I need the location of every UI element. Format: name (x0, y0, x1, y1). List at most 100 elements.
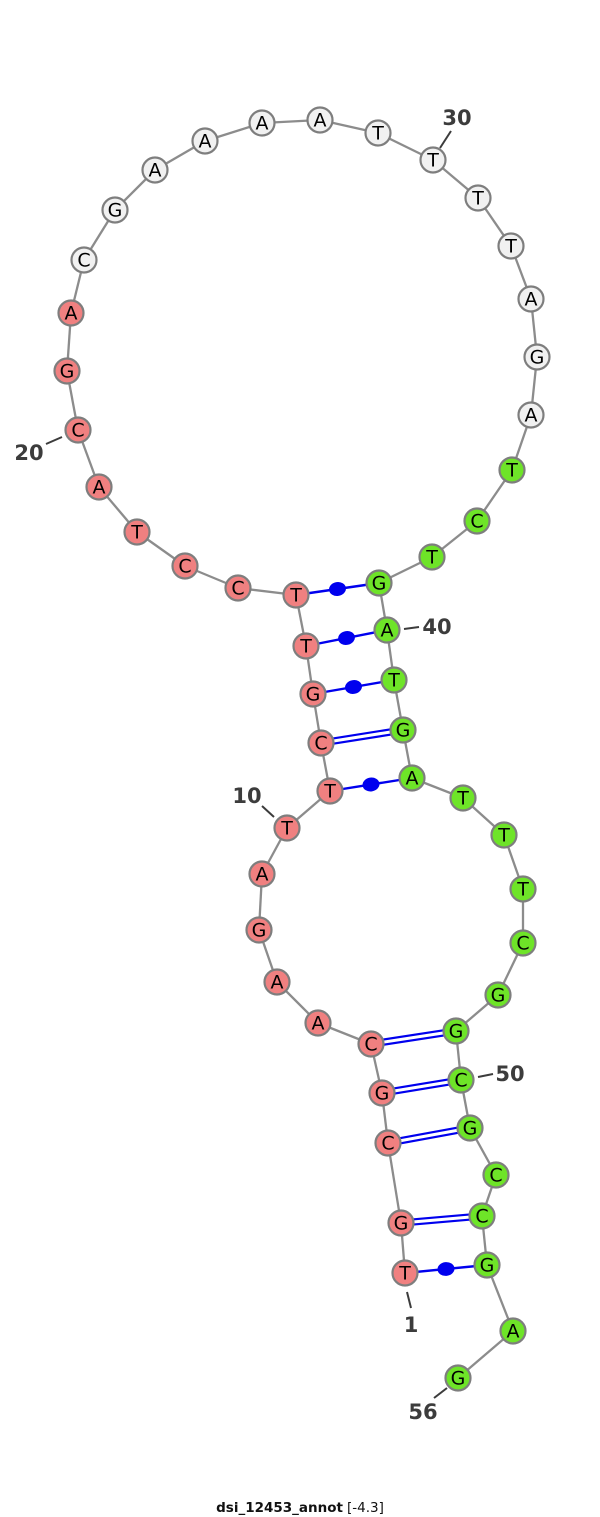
pair-bond-double (388, 1129, 471, 1147)
nucleotide-46-base: T (516, 879, 529, 901)
nucleotide-12-circle (307, 729, 335, 757)
nucleotide-28-base: A (314, 110, 327, 132)
nucleotide-5-base: C (364, 1034, 377, 1056)
nucleotide-11-base: T (323, 781, 336, 803)
nucleotide-24-circle (101, 196, 129, 224)
nucleotide-3-circle (374, 1129, 402, 1157)
position-label-layer: 1 10 20 30 40 50 56 (14, 106, 524, 1424)
nucleotide-20-circle (64, 416, 92, 444)
nucleotide-15-circle (282, 581, 310, 609)
nucleotide-10-circle (273, 814, 301, 842)
nucleotide-56-circle (444, 1364, 472, 1392)
nucleotide-27-base: A (256, 113, 269, 135)
nucleotide-50-base: C (454, 1070, 467, 1092)
nucleotide-56-base: G (451, 1368, 466, 1390)
nucleotide-36-base: T (505, 460, 518, 482)
nucleotide-32-base: T (504, 236, 517, 258)
nucleotide-15-base: T (289, 585, 302, 607)
nucleotide-35-circle (517, 401, 545, 429)
backbone-layer (65, 118, 539, 1379)
nucleotide-35-base: A (525, 405, 538, 427)
nucleotide-29-circle (364, 119, 392, 147)
plot-title-name: dsi_12453_annot (216, 1500, 343, 1516)
position-tick-10 (261, 805, 275, 818)
nucleotide-53-circle (468, 1202, 496, 1230)
nucleotide-33-circle (517, 285, 545, 313)
nucleotide-2-circle (387, 1209, 415, 1237)
nucleotide-9-circle (248, 860, 276, 888)
nucleotide-39-base: G (372, 573, 387, 595)
pair-bond-double (320, 726, 403, 742)
nucleotide-2-base: G (394, 1213, 409, 1235)
nucleotide-6-circle (304, 1009, 332, 1037)
nucleotide-29-base: T (371, 123, 384, 145)
nucleotide-47-base: C (516, 933, 529, 955)
nucleotide-42-base: G (396, 720, 411, 742)
pair-bond-double (321, 731, 404, 747)
pair-bond-dot (329, 582, 346, 596)
nucleotide-40-circle (373, 616, 401, 644)
nucleotide-5-circle (357, 1030, 385, 1058)
nucleotide-21-circle (53, 357, 81, 385)
position-label-30: 30 (442, 106, 471, 130)
nucleotide-12-base: C (314, 733, 327, 755)
nucleotide-8-circle (245, 916, 273, 944)
nucleotide-55-circle (499, 1317, 527, 1345)
nucleotide-34-base: G (530, 347, 545, 369)
pair-bond-double (371, 1032, 457, 1048)
nucleotide-22-circle (57, 299, 85, 327)
nucleotide-44-base: T (456, 788, 469, 810)
nucleotide-54-base: G (480, 1255, 495, 1277)
nucleotide-25-circle (141, 156, 169, 184)
nucleotide-9-base: A (256, 864, 269, 886)
nucleotide-4-circle (368, 1079, 396, 1107)
nucleotide-51-base: G (463, 1118, 478, 1140)
nucleotide-48-circle (484, 981, 512, 1009)
nucleotide-3-base: C (381, 1133, 394, 1155)
nucleotide-31-base: T (471, 188, 484, 210)
nucleotide-49-circle (442, 1017, 470, 1045)
nucleotide-49-base: G (449, 1021, 464, 1043)
nucleotide-51-circle (456, 1114, 484, 1142)
pair-bond-dot (338, 631, 355, 645)
position-tick-30 (439, 130, 452, 149)
nucleotide-52-base: C (489, 1165, 502, 1187)
nucleotide-54-circle (473, 1251, 501, 1279)
nucleotide-22-base: A (65, 303, 78, 325)
nucleotide-37-circle (463, 507, 491, 535)
nucleotide-55-base: A (507, 1321, 520, 1343)
nucleotide-23-circle (70, 246, 98, 274)
nucleotide-10-base: T (280, 818, 293, 840)
position-tick-50 (477, 1073, 494, 1078)
pair-bond-dot (362, 777, 380, 792)
nucleotide-42-circle (389, 716, 417, 744)
plot-title: dsi_12453_annot [-4.3] (216, 1500, 384, 1516)
nucleotide-17-circle (171, 552, 199, 580)
nucleotide-50-circle (447, 1066, 475, 1094)
nucleotide-4-base: G (375, 1083, 390, 1105)
nucleotide-1-base: T (398, 1263, 411, 1285)
nucleotide-52-circle (482, 1161, 510, 1189)
nucleotide-7-base: A (271, 972, 284, 994)
nucleotide-40-base: A (381, 620, 394, 642)
nucleotide-33-base: A (525, 289, 538, 311)
nucleotide-24-base: G (108, 200, 123, 222)
nucleotide-43-circle (398, 764, 426, 792)
position-tick-1 (406, 1291, 412, 1309)
nucleotide-30-base: T (426, 150, 439, 172)
nucleotide-17-base: C (178, 556, 191, 578)
nucleotide-39-circle (365, 569, 393, 597)
nucleotide-47-circle (509, 929, 537, 957)
pair-bond-dot (437, 1262, 455, 1276)
pair-bond-double (370, 1027, 456, 1043)
pair-bond-double (400, 1212, 482, 1222)
nucleotide-45-base: T (497, 825, 510, 847)
position-label-10: 10 (232, 784, 261, 808)
nucleotide-18-circle (123, 518, 151, 546)
nucleotide-7-circle (263, 968, 291, 996)
nucleotide-26-base: A (199, 131, 212, 153)
position-tick-20 (45, 436, 63, 445)
